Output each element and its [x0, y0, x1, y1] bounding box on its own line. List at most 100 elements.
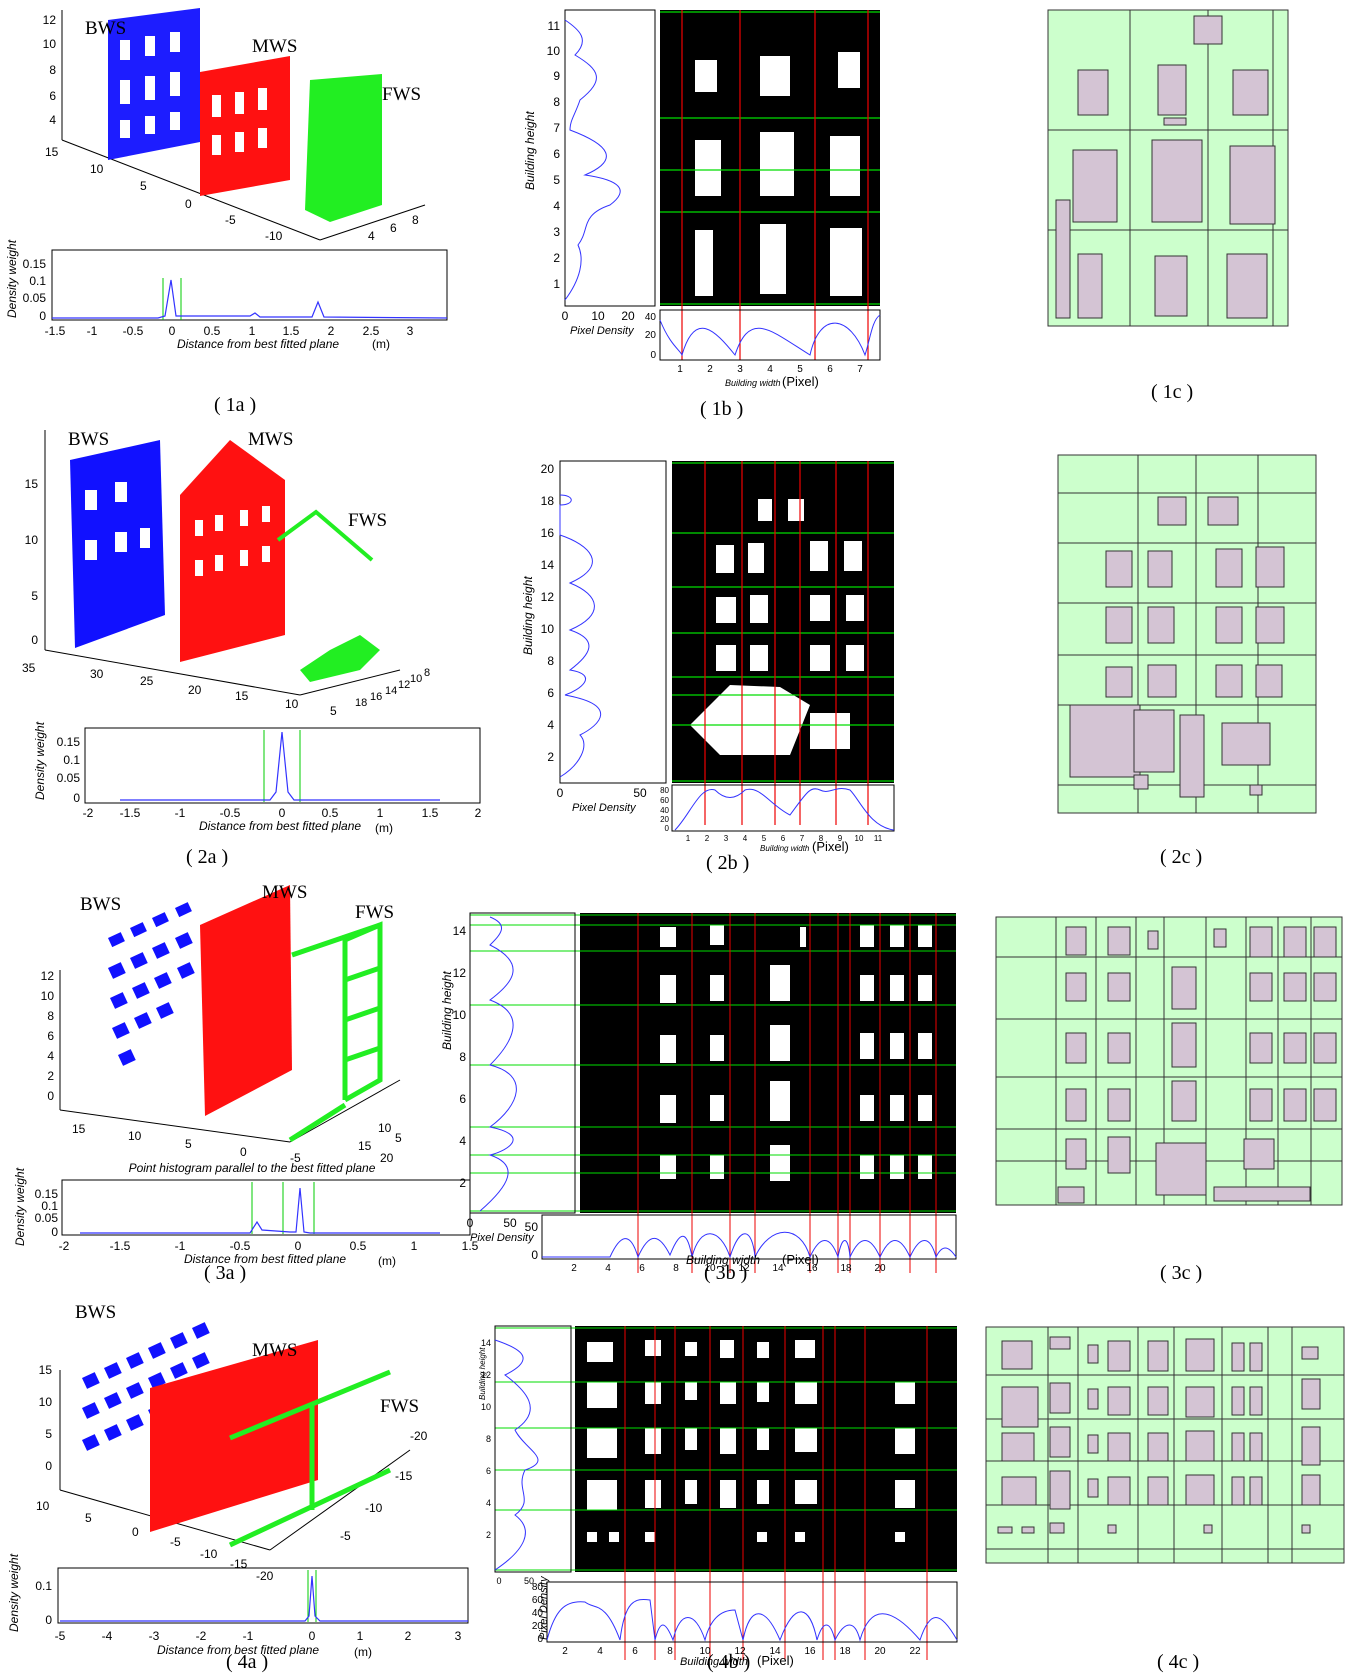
wdensity-tick: 0 [650, 350, 656, 361]
height-tick: 11 [548, 19, 561, 33]
figure-4a: 15 10 5 0 10 5 0 -5 -10 -15 -20 -20 -15 … [0, 1300, 480, 1675]
hist-x-tick: 1 [249, 324, 256, 338]
x-tick: 20 [380, 1151, 394, 1165]
height-tick: 2 [547, 750, 554, 764]
hist-x-tick: 1.5 [283, 324, 300, 338]
x-tick: 8 [412, 213, 419, 227]
x-tick: 6 [390, 221, 397, 235]
width-tick: 16 [806, 1263, 818, 1274]
width-tick: 16 [804, 1646, 816, 1657]
caption-4c: ( 4c ) [1157, 1651, 1200, 1673]
width-tick: 6 [781, 834, 786, 843]
height-tick: 4 [547, 718, 554, 732]
density-tick: 50 [524, 1576, 534, 1586]
height-tick: 14 [541, 558, 555, 572]
y-tick: 20 [188, 683, 202, 697]
hist-x-tick: -4 [102, 1629, 113, 1643]
density-histogram: 0.15 0.1 0.05 0 -2 -1.5 -1 -0.5 0 0.5 1 … [33, 721, 482, 835]
y-tick: -5 [170, 1535, 181, 1549]
window-rects [1055, 15, 1276, 319]
x-tick: 14 [385, 685, 397, 697]
height-tick: 8 [459, 1050, 466, 1064]
height-tick: 2 [459, 1176, 466, 1190]
height-tick: 5 [553, 173, 560, 187]
hist-x-tick: 2 [405, 1629, 412, 1643]
x-axis-label: Pixel Density [572, 802, 637, 814]
y-axis-label: Density weight [33, 721, 47, 800]
x-tick: 10 [410, 673, 422, 685]
y-axis-label: Density weight [13, 1167, 27, 1246]
height-tick: 2 [486, 1530, 491, 1540]
hist-x-tick: 1 [411, 1239, 418, 1253]
fws-cloud [276, 509, 380, 682]
bws-cloud [108, 902, 195, 1066]
x-tick: 18 [355, 697, 367, 709]
width-tick: 8 [819, 834, 824, 843]
y-tick: 5 [85, 1511, 92, 1525]
width-tick: 14 [772, 1263, 784, 1274]
label-mws: MWS [252, 1340, 297, 1361]
height-tick: 6 [553, 147, 560, 161]
hist-y-tick: 0.1 [29, 274, 46, 288]
width-tick: 10 [855, 834, 864, 843]
hist-y-tick: 0.15 [35, 1187, 59, 1201]
z-tick: 8 [49, 63, 56, 77]
density-tick: 0 [557, 786, 564, 800]
x-axis-unit: (Pixel) [757, 1653, 794, 1668]
caption-4b: ( 4b ) [707, 1651, 751, 1673]
z-tick: 8 [47, 1009, 54, 1023]
wdensity-tick: 80 [532, 1582, 544, 1593]
label-fws: FWS [348, 510, 387, 531]
height-tick: 14 [481, 1338, 491, 1348]
y-axis-label: Density weight [7, 1553, 21, 1632]
figure-3a: 12 10 8 6 4 2 0 15 10 5 0 -5 5 10 15 20 [0, 880, 490, 1270]
x-tick: 12 [398, 679, 410, 691]
wdensity-tick: 60 [660, 796, 669, 805]
z-tick: 4 [47, 1049, 54, 1063]
hist-y-tick: 0.15 [57, 735, 81, 749]
y-tick: 10 [128, 1129, 142, 1143]
window-mask [587, 1340, 915, 1542]
hist-x-tick: -1 [175, 806, 186, 820]
density-tick: 20 [621, 309, 635, 323]
figure-1c [1047, 9, 1289, 330]
height-tick: 20 [541, 462, 555, 476]
wdensity-tick: 40 [660, 806, 669, 815]
label-mws: MWS [262, 882, 307, 903]
width-tick: 4 [597, 1646, 603, 1657]
width-tick: 4 [743, 834, 748, 843]
z-tick: 6 [49, 89, 56, 103]
x-axis-label: Building width [686, 1253, 761, 1267]
mws-cloud [200, 885, 292, 1116]
density-tick: 0 [562, 309, 569, 323]
mws-cloud [200, 56, 290, 196]
hist-y-tick: 0 [39, 309, 46, 323]
bws-cloud [82, 1322, 210, 1451]
density-tick: 50 [503, 1216, 517, 1230]
width-tick: 20 [874, 1646, 886, 1657]
hist-x-tick: -2 [83, 806, 94, 820]
x-axis-label: Distance from best fitted plane [177, 337, 339, 351]
height-tick: 4 [553, 199, 560, 213]
y-tick: -10 [200, 1547, 218, 1561]
hist-x-tick: -5 [55, 1629, 66, 1643]
height-tick: 12 [453, 966, 467, 980]
label-bws: BWS [68, 429, 109, 450]
hist-x-tick: 1.5 [422, 806, 439, 820]
figure-2c [1057, 454, 1318, 815]
wdensity-tick: 0 [537, 1634, 543, 1645]
width-tick: 14 [769, 1646, 781, 1657]
x-tick: -20 [410, 1429, 428, 1443]
figure-1b: 11 10 9 8 7 6 5 4 3 2 1 0 10 20 Building… [520, 0, 900, 400]
x-axis-unit: (Pixel) [782, 374, 819, 389]
hist-x-tick: 0.5 [204, 324, 221, 338]
y-axis-label: Building height [523, 111, 537, 190]
x-axis-unit: (m) [372, 337, 390, 351]
width-tick: 6 [639, 1263, 645, 1274]
wdensity-tick: 40 [532, 1608, 544, 1619]
width-tick: 22 [909, 1646, 921, 1657]
width-tick: 11 [874, 834, 883, 843]
figure-3b: 14 12 10 8 6 4 2 0 50 Pixel Density 50 0 … [453, 905, 960, 1274]
x-axis-unit: (m) [378, 1254, 396, 1268]
hist-x-tick: 0 [295, 1239, 302, 1253]
